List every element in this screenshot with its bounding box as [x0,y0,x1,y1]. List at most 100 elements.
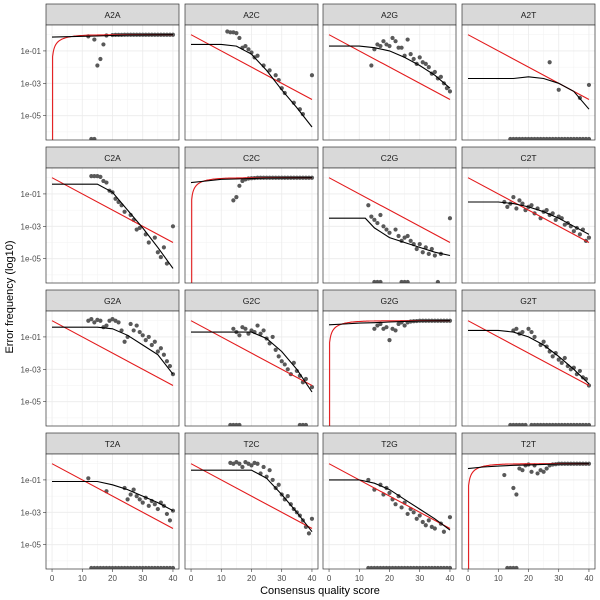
fitted-error-line [329,45,451,89]
panel-border [45,24,180,141]
data-point [92,320,97,325]
data-point [258,331,263,336]
panel-data [190,459,315,536]
data-point [267,68,272,73]
fitted-error-line [329,217,451,257]
data-point [447,89,453,94]
panel-data [328,463,453,569]
data-point [279,359,284,364]
panel-data [467,34,592,140]
data-point [514,326,519,331]
data-point [387,338,392,343]
data-point [309,516,315,521]
data-point [387,230,392,235]
data-point [98,56,103,62]
zero-point [237,422,242,426]
fitted-error-line [467,463,590,470]
data-point [381,224,386,229]
data-point [520,329,525,335]
data-point [520,468,525,473]
fitted-error-line [468,329,590,385]
data-point [441,529,447,534]
panel-border [322,24,457,141]
y-tick-label: 1e-05 [21,398,42,407]
data-point [291,100,296,105]
data-point [122,339,127,344]
fitted-error-line [191,43,313,128]
panel-data [51,316,176,386]
data-point [140,333,145,338]
panel-border [461,310,596,427]
zero-point [435,279,440,283]
panel-data [467,461,592,569]
data-point [146,240,151,245]
panel-strip-label: C2T [520,153,536,163]
data-point [270,334,275,340]
data-point [149,342,154,348]
facet-panel-a2t: A2T [461,3,596,141]
data-point [535,471,540,476]
data-point [541,339,546,344]
zero-point [378,279,383,283]
data-point [98,174,103,180]
data-point [255,323,260,328]
data-point [146,334,151,340]
data-point [550,354,555,359]
y-tick-label: 1e-03 [21,79,42,88]
facet-panel-t2c: T2C 0 10 20 30 40 [184,432,319,583]
zero-point [92,136,97,140]
data-point [384,227,389,232]
data-point [273,73,278,78]
data-point [161,245,166,250]
x-tick-label: 40 [585,574,594,583]
nominal-error-line [51,463,174,529]
facet-panel-t2g: T2G 0 10 20 30 40 [322,432,457,583]
zero-point [447,565,453,569]
data-point [405,511,410,517]
zero-point [523,422,528,426]
data-point [562,355,567,361]
y-tick-label: 1e-01 [21,190,42,199]
data-point [285,367,290,372]
facet-panel-c2a: C2A 1e-05 1e-03 1e-01 [21,146,180,284]
panel-data [328,177,453,283]
fitted-error-line [328,320,451,326]
data-point [529,203,534,208]
x-tick-label: 10 [217,574,226,583]
data-point [167,518,173,523]
panel-strip-label: C2G [381,153,398,163]
y-tick-label: 1e-05 [21,255,42,264]
panel-border [184,24,319,141]
panel-border [184,167,319,284]
data-point [285,494,290,499]
panel-data [328,318,453,426]
data-point [553,351,558,356]
x-tick-label: 20 [524,574,533,583]
y-tick-label: 1e-01 [21,333,42,342]
data-point [128,321,133,327]
data-point [309,385,315,390]
data-point [282,497,287,502]
data-point [98,318,103,323]
data-point [411,510,416,515]
data-point [276,482,281,487]
data-point [237,183,242,188]
nominal-error-line [51,320,174,386]
data-point [161,352,166,357]
data-point [399,505,404,510]
data-point [505,204,510,209]
x-tick-label: 10 [355,574,364,583]
facet-panel-t2t: T2T 0 10 20 30 40 [461,432,596,583]
data-point [366,203,371,208]
zero-point [586,422,592,426]
panel-data [190,320,315,426]
data-point [387,43,392,49]
data-point [372,217,377,222]
data-point [164,511,170,517]
data-point [261,464,266,470]
data-point [134,494,139,499]
data-point [390,35,395,41]
data-point [532,334,537,340]
panel-strip-label: G2C [243,296,260,306]
